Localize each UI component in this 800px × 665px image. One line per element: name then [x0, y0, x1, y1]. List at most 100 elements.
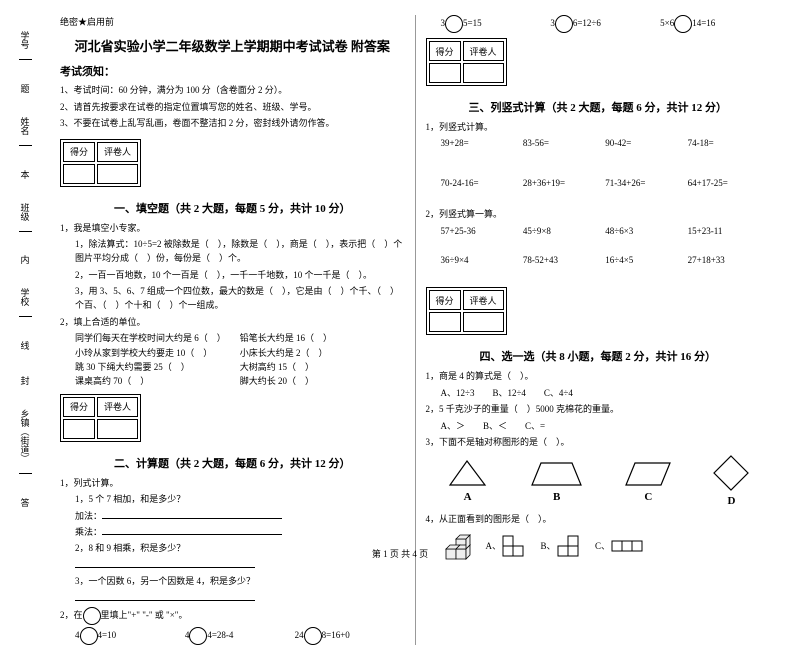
q-text: 2，列竖式算一算。 [426, 207, 771, 221]
notice-item: 1、考试时间：60 分钟，满分为 100 分（含卷面分 2 分）。 [60, 84, 405, 98]
q-text: 3，用 3、5、6、7 组成一个四位数，最大的数是（ ），它是由（ ）个千、（ … [60, 284, 405, 313]
secret-label: 绝密★启用前 [60, 15, 405, 28]
notice-item: 2、请首先按要求在试卷的指定位置填写您的姓名、班级、学号。 [60, 101, 405, 115]
q-cell: 57+25-36 [441, 224, 523, 238]
score-box: 得分评卷人 [426, 287, 507, 335]
q-text: 1，除法算式：10÷5=2 被除数是（ ），除数是（ ），商是（ ），表示把（ … [60, 237, 405, 266]
q-text: 1，我是填空小专家。 [60, 221, 405, 235]
circle-blank [80, 627, 98, 645]
trapezoid-icon [529, 458, 584, 488]
score-col: 评卷人 [463, 41, 504, 61]
page-footer: 第 1 页 共 4 页 [0, 547, 800, 560]
blank-line [75, 567, 255, 568]
q-cell: 28+36+19= [523, 176, 605, 190]
q-cell: 小玲从家到学校大约要走 10（ ） [75, 346, 240, 360]
circle-blank [304, 627, 322, 645]
expr: 14=16 [692, 18, 715, 28]
q-cell: 74-18= [688, 136, 770, 150]
opt-label: D [712, 495, 750, 507]
q-cell: 36÷9×4 [441, 253, 523, 267]
q-text: 1，列式计算。 [60, 476, 405, 490]
side-cut: 线 [20, 339, 29, 352]
score-col: 评卷人 [97, 397, 138, 417]
blank-line [102, 518, 282, 519]
expr: 4=28-4 [207, 630, 233, 640]
q2-prefix: 2，在 [60, 610, 83, 620]
expr: 5×6 [660, 18, 674, 28]
q-text: 3，下面不是轴对称图形的是（ ）。 [426, 435, 771, 449]
mul-label: 乘法： [75, 527, 102, 537]
expr: 6=12÷6 [573, 18, 601, 28]
side-label: 班级 [19, 203, 32, 232]
exam-title: 河北省实验小学二年级数学上学期期中考试试卷 附答案 [60, 36, 405, 55]
q-text: 1，5 个 7 相加，和是多少？ [60, 492, 405, 506]
side-label: 姓名 [19, 117, 32, 146]
blank-line [102, 534, 282, 535]
q-text: 1，商是 4 的算式是（ ）。 [426, 369, 771, 383]
diamond-icon [712, 454, 750, 492]
score-col: 得分 [429, 41, 461, 61]
q-cell: 64+17-25= [688, 176, 770, 190]
side-cut: 封 [20, 374, 29, 387]
q-cell: 90-42= [605, 136, 687, 150]
q-cell: 71-34+26= [605, 176, 687, 190]
q-text: 4，从正面看到的图形是（ ）。 [426, 512, 771, 526]
side-label: 学号 [19, 31, 32, 60]
q-opts: A、＞ B、＜ C、= [426, 419, 771, 433]
side-label: 学校 [19, 288, 32, 317]
score-col: 得分 [63, 142, 95, 162]
side-cut: 本 [20, 168, 29, 181]
score-box: 得分评卷人 [60, 394, 141, 442]
section-title: 二、计算题（共 2 大题，每题 6 分，共计 12 分） [60, 455, 405, 471]
q-cell: 83-56= [523, 136, 605, 150]
expr: 4=10 [98, 630, 117, 640]
circle-blank [83, 607, 101, 625]
q-cell: 48÷6×3 [605, 224, 687, 238]
q-cell: 15+23-11 [688, 224, 770, 238]
score-col: 评卷人 [463, 290, 504, 310]
shapes-row: A B C D [426, 454, 771, 507]
q-cell: 小床长大约是 2（ ） [240, 346, 405, 360]
notice-head: 考试须知： [60, 63, 405, 79]
opt-label: C [623, 491, 673, 503]
circle-blank [674, 15, 692, 33]
q-cell: 78-52+43 [523, 253, 605, 267]
circle-blank [445, 15, 463, 33]
add-label: 加法： [75, 511, 102, 521]
score-col: 得分 [63, 397, 95, 417]
score-col: 得分 [429, 290, 461, 310]
q-cell: 跳 30 下绳大约需要 25（ ） [75, 360, 240, 374]
q-text: 3，一个因数 6，另一个因数是 4，积是多少？ [60, 574, 405, 588]
section-title: 三、列竖式计算（共 2 大题，每题 6 分，共计 12 分） [426, 99, 771, 115]
side-cut: 题 [20, 82, 29, 95]
q-text: 2，填上合适的单位。 [60, 315, 405, 329]
q-cell: 45÷9×8 [523, 224, 605, 238]
section-title: 四、选一选（共 8 小题，每题 2 分，共计 16 分） [426, 348, 771, 364]
parallelogram-icon [623, 458, 673, 488]
q-cell: 70-24-16= [441, 176, 523, 190]
circle-blank [555, 15, 573, 33]
score-col: 评卷人 [97, 142, 138, 162]
opt-label: B [529, 491, 584, 503]
q-text: 1，列竖式计算。 [426, 120, 771, 134]
expr: 8=16+0 [322, 630, 350, 640]
opt-label: A [445, 491, 490, 503]
score-box: 得分评卷人 [426, 38, 507, 86]
q-cell: 脚大约长 20（ ） [240, 374, 405, 388]
q-text: 2，5 千克沙子的重量（ ）5000 克棉花的重量。 [426, 402, 771, 416]
q-cell: 同学们每天在学校时间大约是 6（ ） [75, 331, 240, 345]
q-text: 2，一百一百地数，10 个一百是（ ），一千一千地数，10 个一千是（ ）。 [60, 268, 405, 282]
q-cell: 16÷4×5 [605, 253, 687, 267]
q-cell: 27+18+33 [688, 253, 770, 267]
section-title: 一、填空题（共 2 大题，每题 5 分，共计 10 分） [60, 200, 405, 216]
triangle-icon [445, 458, 490, 488]
side-cut: 内 [20, 253, 29, 266]
q-cell: 铅笔长大约是 16（ ） [240, 331, 405, 345]
expr: 5=15 [463, 18, 482, 28]
side-cut: 答 [20, 496, 29, 509]
blank-line [75, 600, 255, 601]
circle-blank [189, 627, 207, 645]
score-box: 得分评卷人 [60, 139, 141, 187]
expr: 24 [295, 630, 304, 640]
q-cell: 39+28= [441, 136, 523, 150]
